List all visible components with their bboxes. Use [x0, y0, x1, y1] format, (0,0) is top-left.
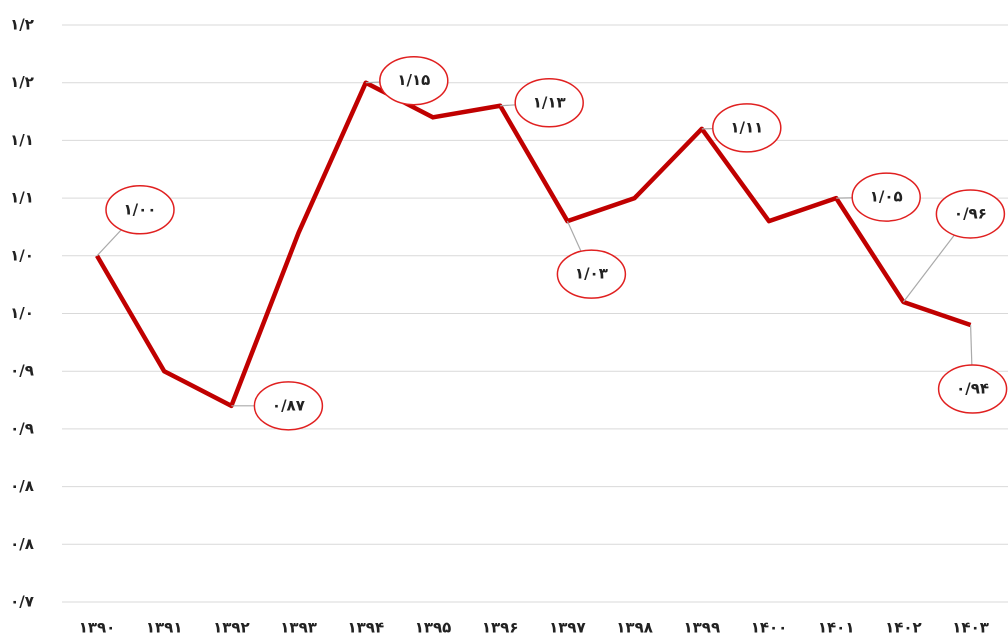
label-bubble	[105, 185, 175, 235]
y-tick-label: ۱/۲	[10, 16, 34, 34]
x-tick-label: ۱۳۹۶	[482, 619, 519, 637]
y-tick-label: ۰/۹	[10, 362, 34, 380]
label-bubble	[514, 78, 584, 128]
y-tick-label: ۰/۸	[10, 477, 34, 495]
x-tick-label: ۱۴۰۲	[885, 619, 922, 637]
x-tick-label: ۱۳۹۱	[146, 619, 183, 637]
label-bubble	[556, 249, 627, 299]
x-tick-label: ۱۳۹۷	[549, 619, 586, 637]
line	[95, 80, 972, 409]
y-tick-label: ۱/۰	[10, 246, 34, 264]
y-tick-label: ۰/۹	[10, 419, 34, 437]
x-tick-label: ۱۴۰۳	[952, 619, 989, 637]
x-tick-label: ۱۳۹۳	[280, 619, 317, 637]
data-label: ۱/۰۵	[870, 188, 903, 206]
label-bubble	[937, 364, 1008, 414]
data-label: ۱/۰۰	[124, 200, 157, 218]
data-label: ۱/۰۳	[575, 265, 608, 283]
label-bubble	[851, 172, 921, 222]
x-tick-label: ۱۳۹۵	[415, 619, 452, 637]
x-tick-label: ۱۴۰۱	[818, 619, 855, 637]
data-label: ۱/۱۳	[533, 93, 566, 111]
y-tick-label: ۱/۱	[10, 189, 34, 207]
data-label: ۰/۹۶	[954, 204, 987, 222]
data-label: ۰/۹۴	[956, 380, 989, 398]
x-tick-label: ۱۳۹۴	[347, 619, 384, 637]
x-tick-label: ۱۳۹۸	[616, 619, 653, 637]
x-tick-label: ۱۳۹۰	[79, 619, 116, 637]
label-bubble	[253, 381, 324, 431]
y-tick-label: ۱/۱	[10, 131, 34, 149]
x-tick-label: ۱۳۹۲	[213, 619, 250, 637]
data-label: ۱/۱۵	[397, 71, 430, 89]
y-tick-label: ۰/۸	[10, 535, 34, 553]
y-tick-label: ۱/۰	[10, 304, 34, 322]
y-tick-label: ۱/۲	[10, 73, 34, 91]
data-label: ۰/۸۷	[272, 396, 305, 414]
data-label: ۱/۱۱	[730, 118, 763, 136]
x-tick-label: ۱۴۰۰	[751, 619, 788, 637]
x-tick-label: ۱۳۹۹	[683, 619, 720, 637]
label-bubble	[712, 103, 782, 153]
label-bubble	[379, 55, 449, 106]
label-bubble	[935, 189, 1006, 239]
y-tick-label: ۰/۷	[10, 593, 34, 611]
